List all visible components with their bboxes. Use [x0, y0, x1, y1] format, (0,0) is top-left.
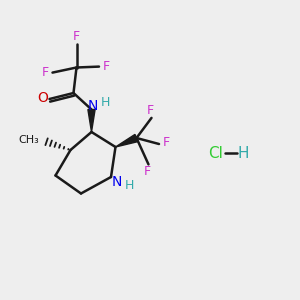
Text: F: F: [103, 60, 110, 73]
Text: F: F: [42, 66, 49, 79]
Text: H: H: [100, 95, 110, 109]
Text: H: H: [124, 179, 134, 192]
Text: F: F: [146, 104, 154, 117]
Text: H: H: [238, 146, 249, 160]
Text: N: N: [88, 100, 98, 113]
Text: CH₃: CH₃: [18, 135, 39, 146]
Text: N: N: [112, 176, 122, 189]
Text: Cl: Cl: [208, 146, 224, 160]
Polygon shape: [116, 134, 138, 147]
Text: F: F: [143, 165, 151, 178]
Polygon shape: [88, 110, 95, 132]
Text: F: F: [163, 136, 170, 149]
Text: O: O: [38, 92, 48, 105]
Text: F: F: [73, 29, 80, 43]
